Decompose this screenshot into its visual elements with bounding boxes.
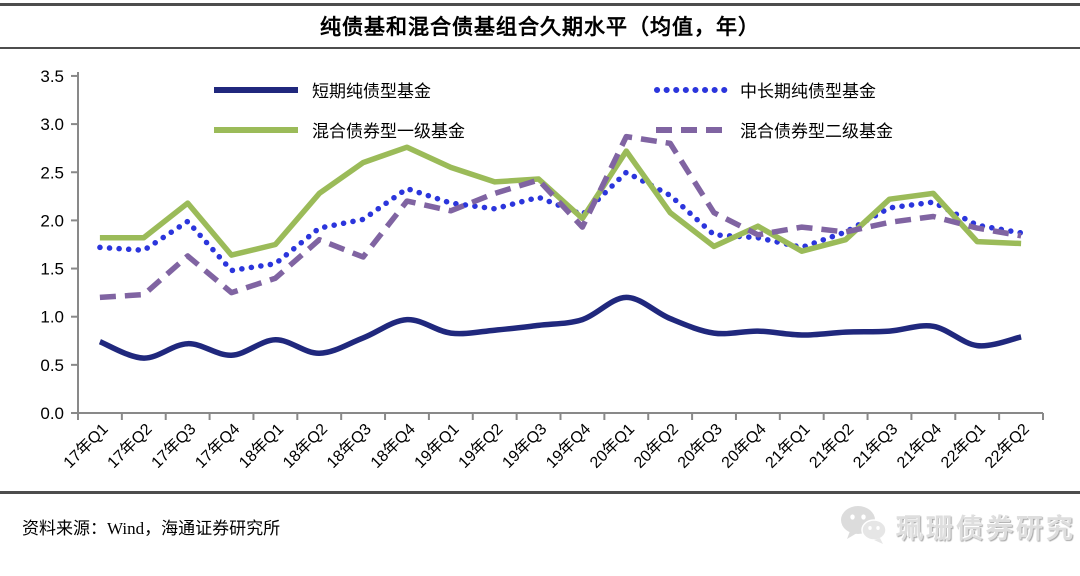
y-axis-label: 0.0 bbox=[40, 404, 64, 423]
x-axis-label: 18年Q3 bbox=[323, 420, 375, 472]
x-axis-label: 18年Q1 bbox=[235, 420, 287, 472]
y-axis-label: 3.5 bbox=[40, 67, 64, 86]
y-axis-label: 3.0 bbox=[40, 115, 64, 134]
x-axis-label: 21年Q2 bbox=[806, 420, 858, 472]
duration-line-chart: 0.00.51.01.52.02.53.03.517年Q117年Q217年Q31… bbox=[40, 67, 1044, 472]
x-axis-label: 20年Q1 bbox=[586, 420, 638, 472]
y-axis-labels: 0.0 0.5 1.0 1.5 2.0 2.5 3.0 3.5 bbox=[40, 67, 64, 423]
x-axis-label: 20年Q2 bbox=[630, 420, 682, 472]
legend-line-sample bbox=[654, 86, 728, 93]
legend-item-mid-long-term-pure-bond: 中长期纯债型基金 bbox=[652, 77, 876, 102]
source-note: 资料来源：Wind，海通证券研究所 bbox=[22, 519, 281, 538]
legend-label: 中长期纯债型基金 bbox=[740, 82, 876, 101]
y-axis-label: 0.5 bbox=[40, 356, 64, 375]
axes bbox=[71, 71, 1044, 420]
x-axis-label: 17年Q1 bbox=[60, 420, 112, 472]
legend-item-short-term-pure-bond: 短期纯债型基金 bbox=[210, 77, 431, 102]
legend-line-sample bbox=[656, 126, 726, 133]
legend-item-mixed-bond-tier2: 混合债券型二级基金 bbox=[652, 117, 893, 142]
x-axis-label: 19年Q2 bbox=[455, 420, 507, 472]
top-rule bbox=[0, 3, 1080, 6]
x-axis-label: 22年Q2 bbox=[981, 420, 1033, 472]
x-axis-label: 18年Q4 bbox=[367, 420, 419, 472]
x-axis-label: 19年Q3 bbox=[499, 420, 551, 472]
legend-label: 混合债券型二级基金 bbox=[740, 122, 893, 141]
x-axis-label: 21年Q4 bbox=[893, 420, 945, 472]
wechat-icon bbox=[841, 506, 887, 544]
x-axis-labels: 17年Q117年Q217年Q317年Q418年Q118年Q218年Q318年Q4… bbox=[60, 420, 1033, 472]
chart-title: 纯债基和混合债基组合久期水平（均值，年） bbox=[320, 15, 760, 39]
x-axis-label: 22年Q1 bbox=[937, 420, 989, 472]
x-axis-label: 17年Q4 bbox=[192, 420, 244, 472]
x-axis-label: 21年Q3 bbox=[850, 420, 902, 472]
legend-label: 短期纯债型基金 bbox=[312, 82, 431, 101]
watermark: 珮珊债券研究 bbox=[838, 503, 1076, 549]
x-axis-label: 19年Q1 bbox=[411, 420, 463, 472]
legend-line-sample bbox=[214, 126, 298, 133]
legend-label: 混合债券型一级基金 bbox=[312, 122, 465, 141]
legend-item-mixed-bond-tier1: 混合债券型一级基金 bbox=[210, 117, 465, 142]
series-line-0 bbox=[98, 294, 1022, 361]
bottom-rule bbox=[0, 491, 1080, 494]
y-axis-label: 2.0 bbox=[40, 211, 64, 230]
series-line-3 bbox=[99, 133, 1022, 301]
y-axis-label: 1.5 bbox=[40, 260, 64, 279]
x-axis-label: 20年Q4 bbox=[718, 420, 770, 472]
watermark-text: 珮珊债券研究 bbox=[896, 513, 1076, 544]
x-axis-label: 19年Q4 bbox=[542, 420, 594, 472]
x-axis-label: 17年Q3 bbox=[148, 420, 200, 472]
legend-line-sample bbox=[214, 86, 298, 93]
x-axis-label: 17年Q2 bbox=[104, 420, 156, 472]
x-axis-label: 20年Q3 bbox=[674, 420, 726, 472]
y-axis-label: 1.0 bbox=[40, 308, 64, 327]
x-axis-label: 18年Q2 bbox=[279, 420, 331, 472]
y-axis-label: 2.5 bbox=[40, 163, 64, 182]
x-axis-label: 21年Q1 bbox=[762, 420, 814, 472]
title-divider-rule bbox=[0, 47, 1080, 49]
series-line-2 bbox=[99, 144, 1022, 258]
